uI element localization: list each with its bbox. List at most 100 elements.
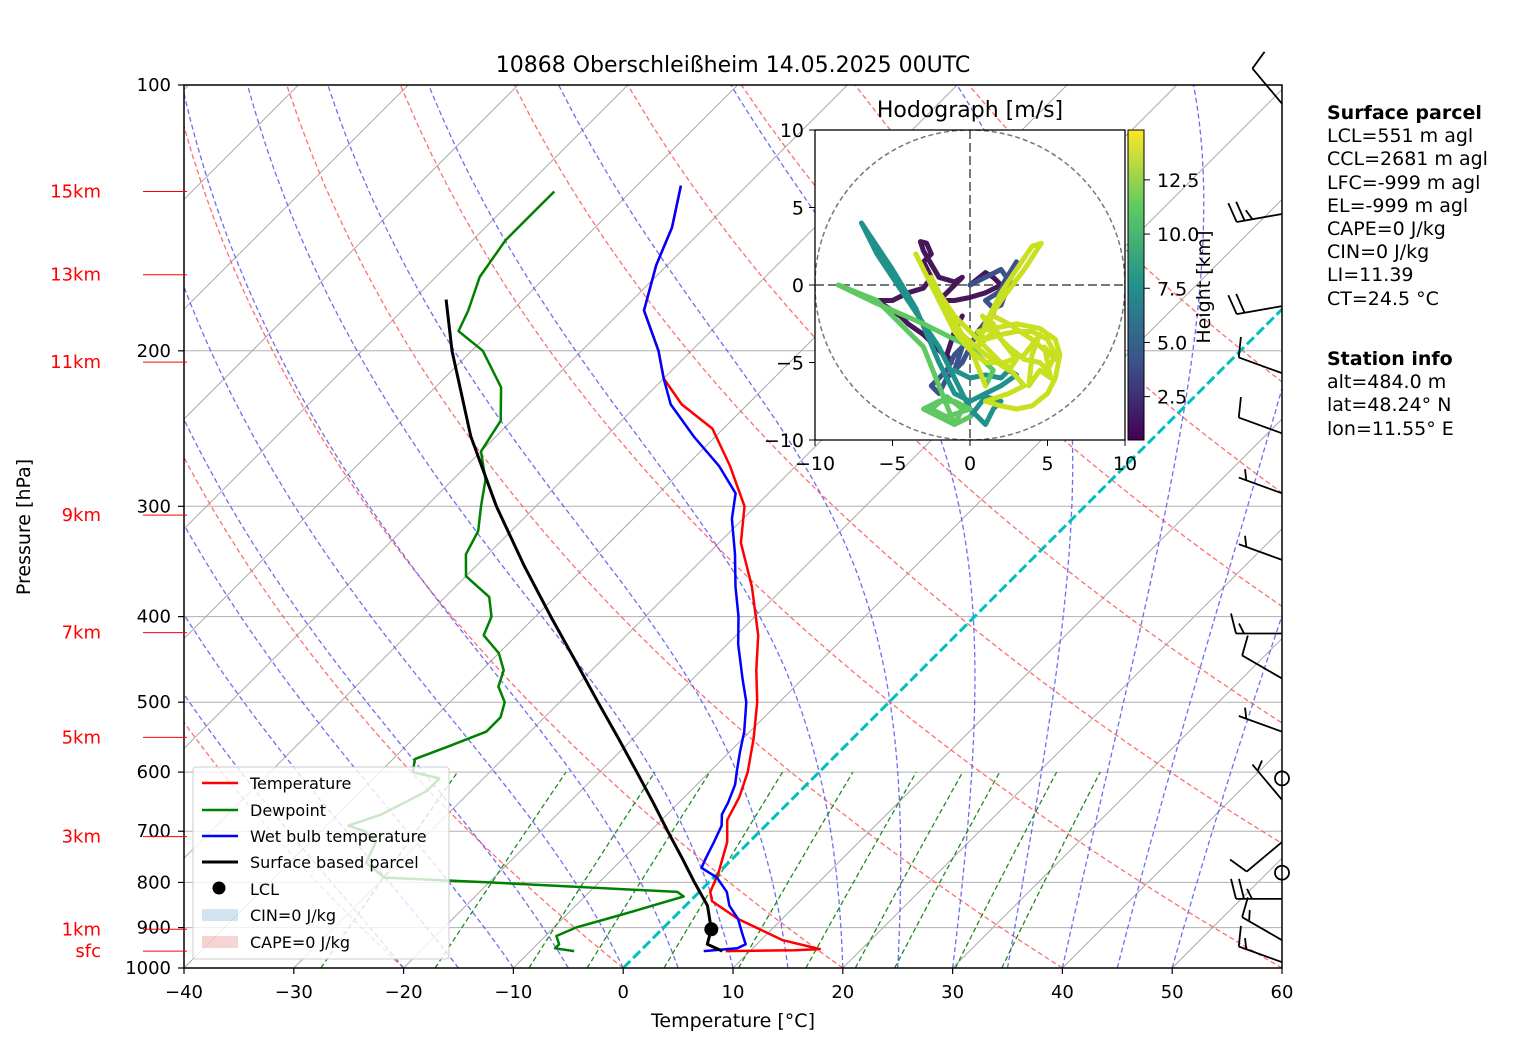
chart-title: 10868 Oberschleißheim 14.05.2025 00UTC bbox=[496, 53, 971, 78]
lcl-marker bbox=[704, 922, 719, 937]
y-tick-label: 500 bbox=[137, 692, 171, 713]
y-axis-label: Pressure [hPa] bbox=[13, 459, 35, 595]
y-tick-label: 400 bbox=[137, 607, 171, 628]
height-label: 9km bbox=[62, 505, 101, 526]
hodograph-y-tick-label: −10 bbox=[764, 430, 804, 452]
zero-isotherm bbox=[622, 307, 1282, 968]
x-tick-label: 30 bbox=[941, 982, 964, 1003]
legend-swatch-lcl bbox=[212, 881, 226, 895]
legend-swatch-cin bbox=[202, 909, 238, 921]
y-tick-label: 700 bbox=[137, 821, 171, 842]
x-tick-label: −40 bbox=[165, 982, 203, 1003]
surface-parcel-cin: CIN=0 J/kg bbox=[1327, 241, 1430, 264]
hodograph-x-tick-label: −5 bbox=[878, 453, 906, 475]
y-tick-label: 300 bbox=[137, 496, 171, 517]
colorbar-tick-label: 5.0 bbox=[1157, 332, 1187, 354]
dry-adiabat bbox=[513, 85, 1282, 845]
height-label: 15km bbox=[50, 181, 101, 202]
dewpoint-line bbox=[347, 190, 685, 953]
wind-barb bbox=[1237, 396, 1283, 435]
isotherm bbox=[842, 528, 1282, 968]
mixing-ratio-line bbox=[434, 771, 567, 968]
wind-barb bbox=[1227, 201, 1283, 223]
isotherm bbox=[952, 637, 1282, 968]
legend-label-parcel: Surface based parcel bbox=[250, 853, 419, 872]
isotherm bbox=[1062, 747, 1282, 968]
x-tick-label: 10 bbox=[722, 982, 745, 1003]
isotherm bbox=[184, 85, 629, 530]
hodograph-x-tick-label: 10 bbox=[1113, 453, 1137, 475]
wind-barb bbox=[1251, 760, 1283, 801]
hodograph-trace bbox=[835, 282, 996, 427]
moist-adiabat bbox=[1171, 613, 1282, 968]
legend-label-cape: CAPE=0 J/kg bbox=[250, 933, 350, 952]
wind-barb bbox=[1230, 878, 1282, 900]
station-info-lon: lon=11.55° E bbox=[1327, 417, 1454, 440]
height-label: 1km bbox=[62, 919, 101, 940]
hodograph-trace bbox=[913, 240, 1063, 412]
x-tick-label: 50 bbox=[1161, 982, 1184, 1003]
hodograph-x-tick-label: 5 bbox=[1041, 453, 1053, 475]
mixing-ratio-line bbox=[528, 771, 656, 968]
mixing-ratio-line bbox=[854, 771, 964, 968]
y-tick-label: 200 bbox=[137, 341, 171, 362]
colorbar-label: Height [km] bbox=[1193, 230, 1215, 343]
legend-label-dewpoint: Dewpoint bbox=[250, 801, 326, 820]
height-label: 13km bbox=[50, 265, 101, 286]
hodograph-x-tick-label: 0 bbox=[964, 453, 976, 475]
x-tick-label: 60 bbox=[1271, 982, 1294, 1003]
hodograph-y-tick-label: 10 bbox=[780, 120, 804, 142]
moist-adiabat bbox=[1116, 386, 1282, 968]
x-axis-label: Temperature [°C] bbox=[650, 1010, 815, 1032]
calm-wind-circle bbox=[1274, 864, 1290, 881]
station-info-header: Station info bbox=[1327, 348, 1453, 370]
colorbar-tick-label: 7.5 bbox=[1157, 278, 1187, 300]
calm-wind-circle bbox=[1274, 770, 1290, 787]
height-label: 5km bbox=[62, 727, 101, 748]
wind-barb bbox=[1227, 293, 1283, 315]
wind-barb bbox=[1237, 925, 1283, 964]
surface-parcel-el: EL=-999 m agl bbox=[1327, 194, 1469, 217]
surface-parcel-li: LI=11.39 bbox=[1327, 264, 1414, 287]
isotherm bbox=[513, 198, 1282, 968]
height-label: 7km bbox=[62, 623, 101, 644]
station-info-lat: lat=48.24° N bbox=[1327, 394, 1452, 417]
parcel-line bbox=[444, 299, 724, 953]
wind-barb bbox=[1241, 897, 1283, 941]
mixing-ratio-line bbox=[738, 771, 854, 968]
wind-barb bbox=[1238, 469, 1283, 495]
colorbar-tick-label: 10.0 bbox=[1157, 224, 1199, 246]
wind-barbs bbox=[1227, 51, 1290, 964]
dry-adiabat bbox=[184, 455, 624, 968]
hodograph-y-tick-label: 0 bbox=[792, 275, 804, 297]
y-tick-label: 100 bbox=[137, 75, 171, 96]
isotherm bbox=[184, 85, 409, 310]
hodograph: −10 −5 0 5 10 −10 −5 0 5 10 Hodograph [m/s] 2.5 5.… bbox=[764, 98, 1215, 475]
station-info: Station info alt=484.0 m lat=48.24° N lo… bbox=[1327, 348, 1454, 441]
x-tick-label: 40 bbox=[1051, 982, 1074, 1003]
wind-barb bbox=[1238, 535, 1283, 561]
surface-parcel-lfc: LFC=-999 m agl bbox=[1327, 171, 1481, 194]
hodograph-title: Hodograph [m/s] bbox=[877, 98, 1063, 123]
surface-parcel-info: Surface parcel LCL=551 m agl CCL=2681 m … bbox=[1327, 102, 1488, 311]
x-tick-label: −20 bbox=[385, 982, 423, 1003]
y-tick-label: 600 bbox=[137, 762, 171, 783]
wind-barb bbox=[1237, 336, 1283, 375]
surface-parcel-lcl: LCL=551 m agl bbox=[1327, 125, 1474, 148]
hodograph-y-tick-label: 5 bbox=[792, 198, 804, 220]
colorbar-tick-label: 12.5 bbox=[1157, 170, 1199, 192]
y-tick-label: 900 bbox=[137, 918, 171, 939]
moist-adiabat bbox=[428, 85, 844, 968]
legend: Temperature Dewpoint Wet bulb temperatur… bbox=[192, 766, 450, 960]
y-tick-label: 800 bbox=[137, 872, 171, 893]
x-tick-label: 0 bbox=[617, 982, 628, 1003]
moist-adiabat bbox=[246, 85, 734, 968]
dry-adiabat bbox=[286, 85, 1063, 968]
wind-barb bbox=[1229, 841, 1283, 873]
moist-adiabat bbox=[184, 417, 569, 968]
surface-parcel-ct: CT=24.5 °C bbox=[1327, 287, 1439, 310]
legend-label-cin: CIN=0 J/kg bbox=[250, 906, 336, 925]
hodograph-x-tick-label: −10 bbox=[795, 453, 835, 475]
moist-adiabat bbox=[327, 85, 789, 968]
x-tick-label: 20 bbox=[831, 982, 854, 1003]
